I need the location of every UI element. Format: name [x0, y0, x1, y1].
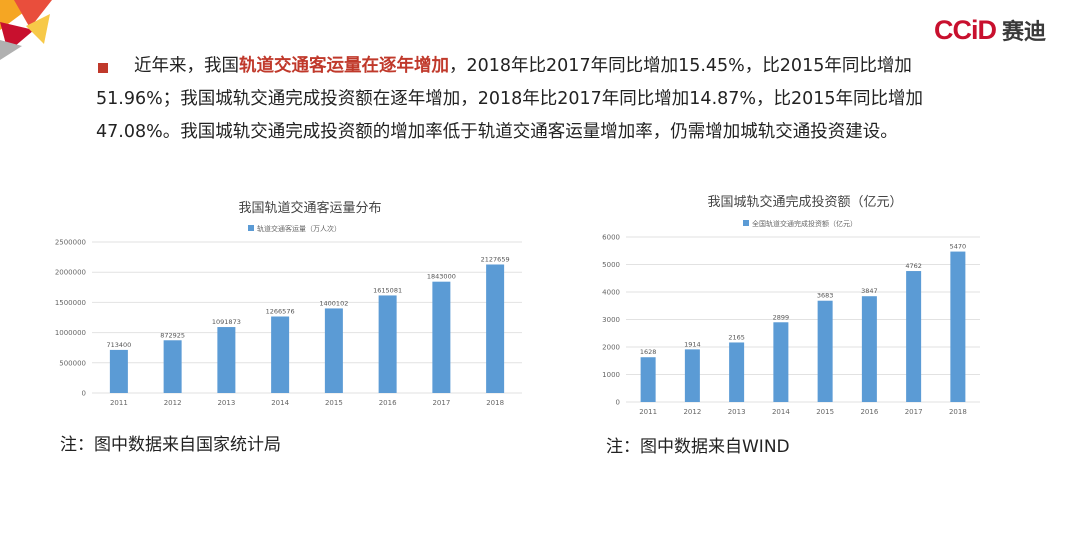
legend-swatch — [248, 225, 254, 231]
bar-2018 — [486, 264, 505, 393]
data-label-2012: 872925 — [160, 331, 185, 339]
bar-2017 — [432, 281, 451, 393]
legend-label: 全国轨道交通完成投资额（亿元） — [752, 219, 857, 228]
bar-2011 — [109, 349, 128, 393]
data-label-2015: 3683 — [817, 292, 834, 300]
y-tick-label: 1000000 — [55, 329, 86, 337]
corner-decoration — [0, 0, 52, 60]
data-label-2017: 4762 — [905, 262, 922, 270]
data-label-2015: 1400102 — [319, 299, 348, 307]
chart-title: 我国轨道交通客运量分布 — [238, 200, 381, 216]
data-label-2018: 2127659 — [481, 255, 510, 263]
x-tick-label: 2015 — [816, 408, 834, 416]
y-tick-label: 5000 — [602, 261, 620, 269]
bar-2013 — [217, 327, 236, 393]
bar-2014 — [773, 322, 789, 402]
bar-2016 — [378, 295, 397, 393]
x-tick-label: 2013 — [728, 408, 746, 416]
y-tick-label: 0 — [82, 390, 86, 398]
x-tick-label: 2015 — [325, 399, 343, 407]
y-tick-label: 6000 — [602, 234, 620, 242]
data-label-2017: 1843000 — [427, 273, 456, 281]
bar-2016 — [861, 296, 877, 402]
data-label-2014: 2899 — [773, 313, 790, 321]
bar-2012 — [163, 340, 182, 393]
x-tick-label: 2013 — [217, 399, 235, 407]
legend-label: 轨道交通客运量（万人次） — [257, 224, 341, 233]
bar-2014 — [271, 316, 290, 393]
x-tick-label: 2012 — [164, 399, 182, 407]
x-tick-label: 2012 — [683, 408, 701, 416]
bar-2015 — [324, 308, 343, 393]
text-highlight: 轨道交通客运量在逐年增加 — [239, 56, 449, 76]
y-tick-label: 2500000 — [55, 239, 86, 247]
data-label-2016: 3847 — [861, 287, 878, 295]
ccid-logo: CCiD 赛迪 — [934, 14, 1046, 46]
bar-2018 — [950, 251, 966, 402]
summary-paragraph: 近年来，我国轨道交通客运量在逐年增加，2018年比2017年同比增加15.45%… — [96, 50, 936, 149]
x-tick-label: 2017 — [905, 408, 923, 416]
x-tick-label: 2016 — [379, 399, 397, 407]
chart-title: 我国城轨交通完成投资额（亿元） — [707, 194, 902, 210]
text-part2: ，2018年比2017年同比增加15.45%，比2015年同比增加51.96%；… — [96, 56, 924, 142]
x-tick-label: 2014 — [772, 408, 790, 416]
data-label-2016: 1615081 — [373, 286, 402, 294]
x-tick-label: 2016 — [860, 408, 878, 416]
data-label-2014: 1266576 — [266, 307, 295, 315]
x-tick-label: 2011 — [639, 408, 657, 416]
y-tick-label: 1000 — [602, 371, 620, 379]
bar-2012 — [684, 349, 700, 402]
y-tick-label: 3000 — [602, 316, 620, 324]
x-tick-label: 2014 — [271, 399, 289, 407]
data-label-2011: 713400 — [106, 341, 131, 349]
data-label-2012: 1914 — [684, 340, 701, 348]
bar-2015 — [817, 300, 833, 402]
logo-brand: CCiD — [933, 14, 997, 45]
x-tick-label: 2018 — [949, 408, 967, 416]
legend-swatch — [743, 220, 749, 226]
logo-chinese: 赛迪 — [1001, 19, 1046, 44]
data-label-2011: 1628 — [640, 348, 657, 356]
y-tick-label: 2000000 — [55, 269, 86, 277]
note-left: 注：图中数据来自国家统计局 — [60, 435, 281, 455]
data-label-2018: 5470 — [950, 243, 967, 251]
text-part1: 近年来，我国 — [134, 56, 239, 76]
investment-chart: 我国城轨交通完成投资额（亿元） 全国轨道交通完成投资额（亿元） 0 1000 2000 3… — [602, 194, 980, 416]
y-tick-label: 1500000 — [55, 299, 86, 307]
bar-2017 — [906, 271, 922, 402]
y-tick-label: 0 — [616, 399, 620, 407]
bar-2013 — [729, 342, 745, 402]
x-tick-label: 2011 — [110, 399, 128, 407]
x-tick-label: 2018 — [486, 399, 504, 407]
data-label-2013: 1091873 — [212, 318, 241, 326]
note-right: 注：图中数据来自WIND — [606, 437, 790, 457]
y-tick-label: 4000 — [602, 289, 620, 297]
y-tick-label: 2000 — [602, 344, 620, 352]
bar-2011 — [640, 357, 656, 402]
y-tick-label: 500000 — [59, 359, 86, 367]
bullet-square — [98, 63, 108, 73]
x-tick-label: 2017 — [432, 399, 450, 407]
data-label-2013: 2165 — [728, 333, 745, 341]
